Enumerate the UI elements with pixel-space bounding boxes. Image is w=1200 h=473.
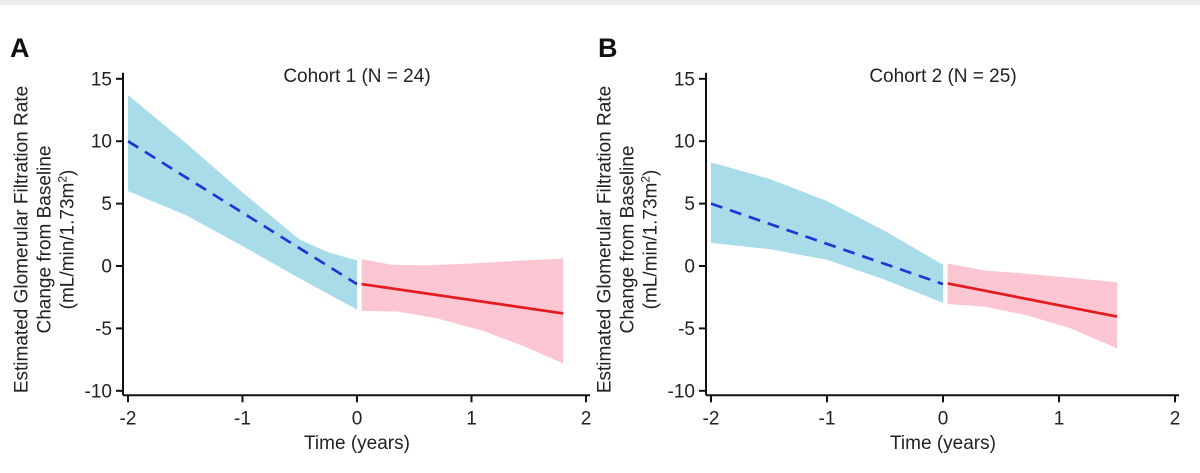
panel-a-x-tick-label: -1 bbox=[234, 408, 251, 429]
panel-b-letter: B bbox=[598, 33, 618, 63]
panel-a-y-tick-label: 15 bbox=[91, 69, 112, 90]
panel-b-title: Cohort 2 (N = 25) bbox=[869, 66, 1017, 87]
panel-b-y-tick-label: 15 bbox=[674, 69, 695, 90]
panel-a-y-tick-label: -10 bbox=[85, 381, 112, 402]
panel-a-y-tick-label: 10 bbox=[91, 132, 112, 153]
yaxis-label-line3: (mL/min/1.73m2) bbox=[55, 169, 79, 310]
panel-a-y-tick-label: 0 bbox=[101, 257, 112, 278]
panel-a-y-tick-label: -5 bbox=[95, 319, 112, 340]
top-strip bbox=[0, 0, 1200, 5]
panel-a-post-baseline-fit-line bbox=[361, 282, 564, 315]
panel-b-x-tick-label: 2 bbox=[1170, 408, 1181, 429]
panel-b-x-tick-label: 0 bbox=[938, 408, 949, 429]
panel-b-y-tick-label: 5 bbox=[684, 194, 695, 215]
panel-b-post-baseline-fit-line bbox=[947, 282, 1118, 318]
panel-a-x-tick-label: 2 bbox=[581, 408, 592, 429]
panel-b-yaxis-label: Estimated Glomerular Filtration Rate Cha… bbox=[594, 50, 663, 430]
panel-a-xaxis-label: Time (years) bbox=[304, 433, 410, 454]
panel-a-x-tick-label: -2 bbox=[120, 408, 137, 429]
panel-b-pre-baseline-ci-band bbox=[711, 162, 943, 303]
panel-a-x-tick-label: 0 bbox=[352, 408, 363, 429]
yaxis-label-line1: Estimated Glomerular Filtration Rate bbox=[11, 85, 33, 394]
panel-b-post-baseline-ci-band bbox=[947, 263, 1117, 349]
panel-b-x-tick-label: -2 bbox=[703, 408, 720, 429]
panel-a-y-tick-label: 5 bbox=[101, 194, 112, 215]
yaxis-label-line3: (mL/min/1.73m2) bbox=[638, 169, 662, 310]
yaxis-label-line2: Change from Baseline bbox=[617, 145, 639, 334]
superscript-2: 2 bbox=[55, 175, 70, 183]
panel-a-x-tick-label: 1 bbox=[466, 408, 477, 429]
panel-b-y-tick-label: 0 bbox=[684, 257, 695, 278]
yaxis-label-line1: Estimated Glomerular Filtration Rate bbox=[594, 85, 616, 394]
panel-a-pre-baseline-ci-band bbox=[128, 95, 357, 310]
panel-b-x-tick-label: -1 bbox=[819, 408, 836, 429]
panel-b-y-tick-label: -5 bbox=[678, 319, 695, 340]
panel-b-x-tick-label: 1 bbox=[1054, 408, 1065, 429]
superscript-2: 2 bbox=[638, 175, 653, 183]
panel-b-y-tick-label: -10 bbox=[668, 381, 695, 402]
panel-a-title: Cohort 1 (N = 24) bbox=[283, 66, 431, 87]
panel-a-post-baseline-ci-band bbox=[361, 258, 564, 364]
panel-b-pre-baseline-fit-line bbox=[710, 202, 944, 286]
panel-b-xaxis-label: Time (years) bbox=[890, 433, 996, 454]
panel-a-yaxis-label: Estimated Glomerular Filtration Rate Cha… bbox=[11, 50, 80, 430]
panel-b-y-tick-label: 10 bbox=[674, 132, 695, 153]
panel-a-pre-baseline-fit-line bbox=[127, 140, 358, 286]
panel-a-letter: A bbox=[10, 33, 30, 63]
yaxis-label-line2: Change from Baseline bbox=[34, 145, 56, 334]
